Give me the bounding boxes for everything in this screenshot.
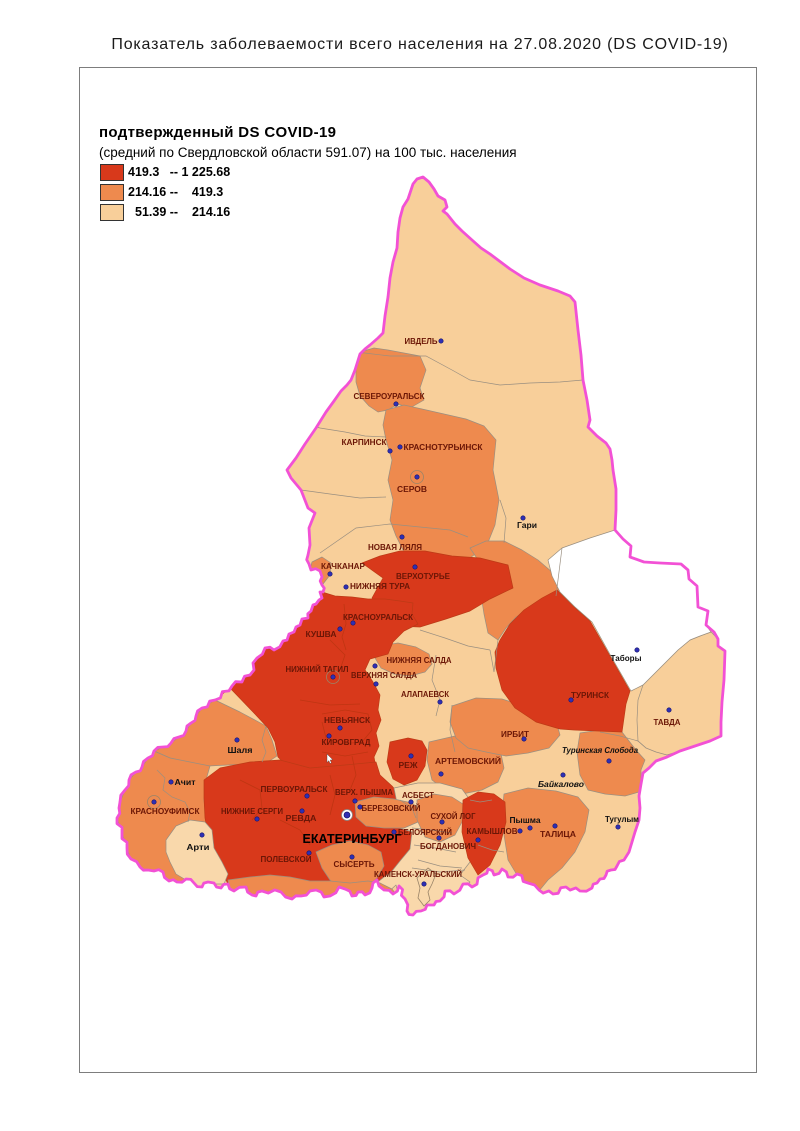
svg-text:НОВАЯ ЛЯЛЯ: НОВАЯ ЛЯЛЯ bbox=[368, 543, 422, 552]
svg-text:ИВДЕЛЬ: ИВДЕЛЬ bbox=[405, 337, 438, 346]
svg-text:КИРОВГРАД: КИРОВГРАД bbox=[322, 738, 371, 747]
svg-text:ВЕРХ. ПЫШМА: ВЕРХ. ПЫШМА bbox=[335, 788, 393, 797]
svg-text:СЕВЕРОУРАЛЬСК: СЕВЕРОУРАЛЬСК bbox=[354, 392, 425, 401]
svg-text:Пышма: Пышма bbox=[510, 816, 542, 825]
svg-text:Гари: Гари bbox=[517, 521, 537, 530]
svg-text:Тугулым: Тугулым bbox=[605, 815, 639, 824]
svg-text:БЕРЕЗОВСКИЙ: БЕРЕЗОВСКИЙ bbox=[362, 804, 421, 813]
svg-text:ИРБИТ: ИРБИТ bbox=[501, 730, 529, 739]
svg-text:НИЖНИЙ ТАГИЛ: НИЖНИЙ ТАГИЛ bbox=[286, 665, 349, 674]
svg-text:АРТЕМОВСКИЙ: АРТЕМОВСКИЙ bbox=[435, 757, 501, 766]
svg-text:КУШВА: КУШВА bbox=[306, 630, 337, 639]
svg-text:ТАЛИЦА: ТАЛИЦА bbox=[540, 830, 576, 839]
svg-text:Таборы: Таборы bbox=[611, 654, 642, 663]
svg-text:НИЖНИЕ СЕРГИ: НИЖНИЕ СЕРГИ bbox=[221, 807, 283, 816]
svg-text:СЫСЕРТЬ: СЫСЕРТЬ bbox=[334, 860, 375, 869]
svg-text:НИЖНЯЯ САЛДА: НИЖНЯЯ САЛДА bbox=[387, 656, 452, 665]
svg-text:ТУРИНСК: ТУРИНСК bbox=[571, 691, 609, 700]
svg-text:НЕВЬЯНСК: НЕВЬЯНСК bbox=[324, 716, 370, 725]
svg-text:КАМЕНСК-УРАЛЬСКИЙ: КАМЕНСК-УРАЛЬСКИЙ bbox=[374, 870, 462, 879]
svg-text:КАЧКАНАР: КАЧКАНАР bbox=[321, 562, 366, 571]
svg-text:Байкалово: Байкалово bbox=[538, 780, 584, 789]
svg-text:ВЕРХОТУРЬЕ: ВЕРХОТУРЬЕ bbox=[396, 572, 451, 581]
svg-text:БЕЛОЯРСКИЙ: БЕЛОЯРСКИЙ bbox=[398, 828, 452, 837]
svg-text:Арти: Арти bbox=[187, 843, 210, 852]
svg-text:БОГДАНОВИЧ: БОГДАНОВИЧ bbox=[420, 842, 476, 851]
svg-text:Туринская Слобода: Туринская Слобода bbox=[562, 746, 639, 755]
svg-text:Шаля: Шаля bbox=[228, 746, 253, 755]
svg-text:КРАСНОУФИМСК: КРАСНОУФИМСК bbox=[131, 807, 200, 816]
svg-text:ПЕРВОУРАЛЬСК: ПЕРВОУРАЛЬСК bbox=[261, 785, 328, 794]
svg-text:РЕВДА: РЕВДА bbox=[286, 814, 317, 823]
svg-text:КАМЫШЛОВ: КАМЫШЛОВ bbox=[467, 827, 518, 836]
svg-text:АСБЕСТ: АСБЕСТ bbox=[402, 791, 434, 800]
svg-text:КРАСНОУРАЛЬСК: КРАСНОУРАЛЬСК bbox=[343, 613, 413, 622]
svg-text:СЕРОВ: СЕРОВ bbox=[397, 485, 427, 494]
svg-text:ТАВДА: ТАВДА bbox=[654, 718, 681, 727]
svg-text:КРАСНОТУРЬИНСК: КРАСНОТУРЬИНСК bbox=[404, 443, 483, 452]
svg-text:АЛАПАЕВСК: АЛАПАЕВСК bbox=[401, 690, 449, 699]
svg-text:РЕЖ: РЕЖ bbox=[399, 761, 419, 770]
svg-text:Ачит: Ачит bbox=[175, 778, 196, 787]
svg-text:СУХОЙ ЛОГ: СУХОЙ ЛОГ bbox=[431, 812, 476, 821]
svg-text:ПОЛЕВСКОЙ: ПОЛЕВСКОЙ bbox=[261, 855, 312, 864]
svg-text:КАРПИНСК: КАРПИНСК bbox=[342, 438, 387, 447]
svg-text:НИЖНЯЯ ТУРА: НИЖНЯЯ ТУРА bbox=[350, 582, 410, 591]
svg-text:ВЕРХНЯЯ САЛДА: ВЕРХНЯЯ САЛДА bbox=[351, 671, 417, 680]
svg-text:ЕКАТЕРИНБУРГ: ЕКАТЕРИНБУРГ bbox=[303, 831, 403, 846]
